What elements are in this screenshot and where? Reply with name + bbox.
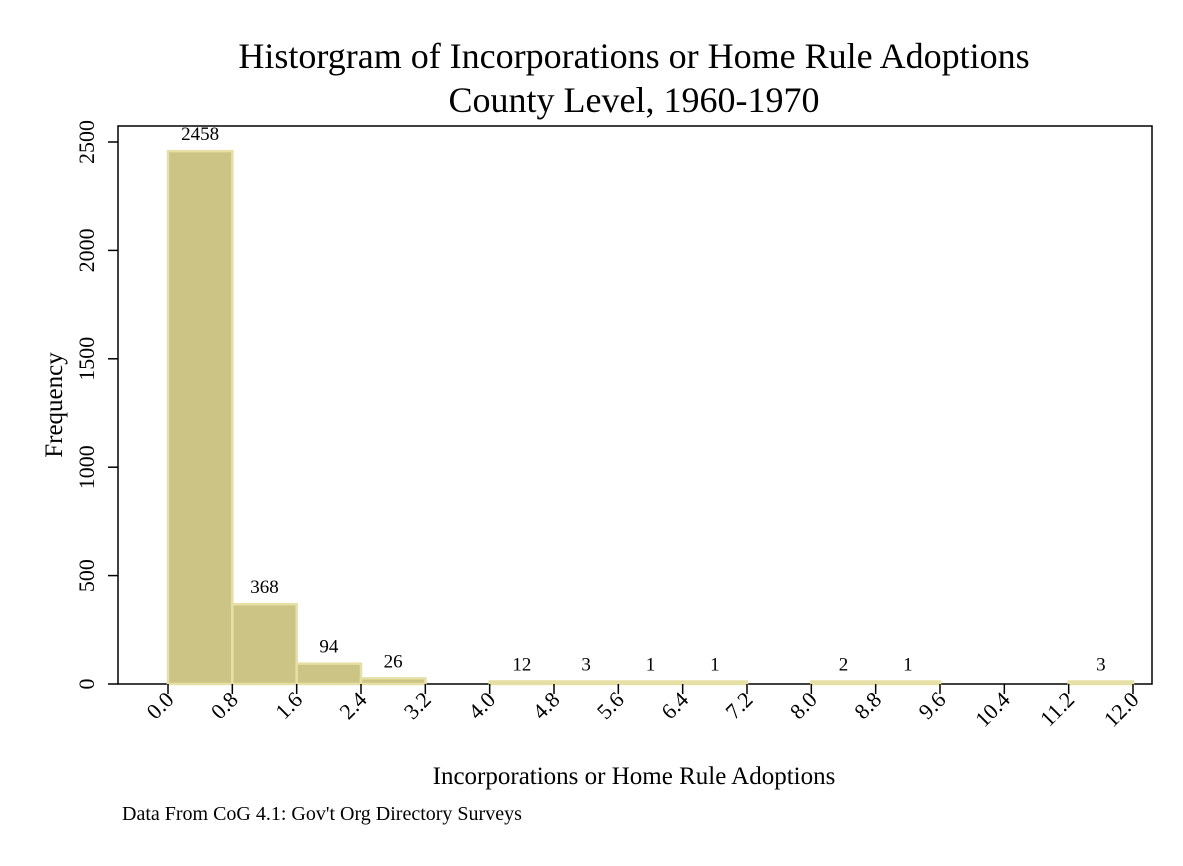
histogram-bar xyxy=(617,680,684,686)
bar-value-label: 94 xyxy=(319,637,339,658)
histogram-bar xyxy=(231,602,298,686)
x-tick-label: 5.6 xyxy=(592,687,629,724)
y-axis-title: Frequency xyxy=(41,352,68,458)
histogram-bar xyxy=(810,680,877,686)
source-note: Data From CoG 4.1: Gov't Org Directory S… xyxy=(122,803,522,825)
y-tick-label: 1000 xyxy=(74,445,99,489)
x-tick-label: 7.2 xyxy=(720,687,757,724)
x-axis-title: Incorporations or Home Rule Adoptions xyxy=(433,763,836,790)
histogram-bar xyxy=(166,149,234,686)
y-tick-label: 2000 xyxy=(74,228,99,272)
y-tick-label: 1500 xyxy=(74,337,99,381)
bar-value-label: 26 xyxy=(384,651,403,672)
bar-value-label: 12 xyxy=(512,654,531,675)
y-tick-label: 500 xyxy=(74,559,99,592)
bar-value-label: 1 xyxy=(646,655,656,676)
histogram-bar xyxy=(1067,680,1135,686)
x-tick-label: 4.8 xyxy=(527,687,564,724)
y-tick-label: 2500 xyxy=(74,120,99,164)
chart-subtitle: County Level, 1960-1970 xyxy=(449,80,820,120)
x-tick-label: 10.4 xyxy=(970,687,1015,732)
histogram-bar xyxy=(295,662,363,686)
y-tick-label: 0 xyxy=(74,679,99,690)
bar-value-label: 3 xyxy=(581,655,591,676)
chart-title: Historgram of Incorporations or Home Rul… xyxy=(238,36,1029,76)
x-tick-label: 4.0 xyxy=(463,687,500,724)
histogram-bar xyxy=(681,680,749,686)
bar-value-label: 2458 xyxy=(181,124,219,145)
x-tick-label: 3.2 xyxy=(399,687,436,724)
x-tick-label: 11.2 xyxy=(1035,687,1079,731)
bar-value-label: 1 xyxy=(710,655,720,676)
x-tick-label: 8.0 xyxy=(785,687,822,724)
bar-value-label: 2 xyxy=(839,655,849,676)
bar-value-label: 368 xyxy=(250,577,279,598)
histogram-bar xyxy=(552,680,620,686)
x-tick-label: 6.4 xyxy=(656,687,693,724)
y-axis: 0 500 1000 1500 2000 2500 xyxy=(74,120,118,690)
bar-value-label: 1 xyxy=(903,655,913,676)
histogram-bar xyxy=(359,677,427,686)
x-tick-label: 0.8 xyxy=(206,687,243,724)
x-tick-label: 9.6 xyxy=(913,687,950,724)
histogram-bar xyxy=(874,680,942,686)
x-tick-label: 12.0 xyxy=(1099,687,1144,732)
bars-layer xyxy=(166,149,1135,686)
x-tick-label: 8.8 xyxy=(849,687,886,724)
x-axis: 0.0 0.8 1.6 2.4 3.2 4.0 4.8 5.6 6.4 7.2 8.0 8.8 9.6 1… xyxy=(141,684,1144,732)
bar-value-label: 3 xyxy=(1096,655,1106,676)
plot-frame xyxy=(117,125,1153,685)
x-tick-label: 1.6 xyxy=(270,687,307,724)
x-tick-label: 2.4 xyxy=(334,687,371,724)
x-tick-label: 0.0 xyxy=(141,687,178,724)
histogram-bar xyxy=(488,680,556,686)
